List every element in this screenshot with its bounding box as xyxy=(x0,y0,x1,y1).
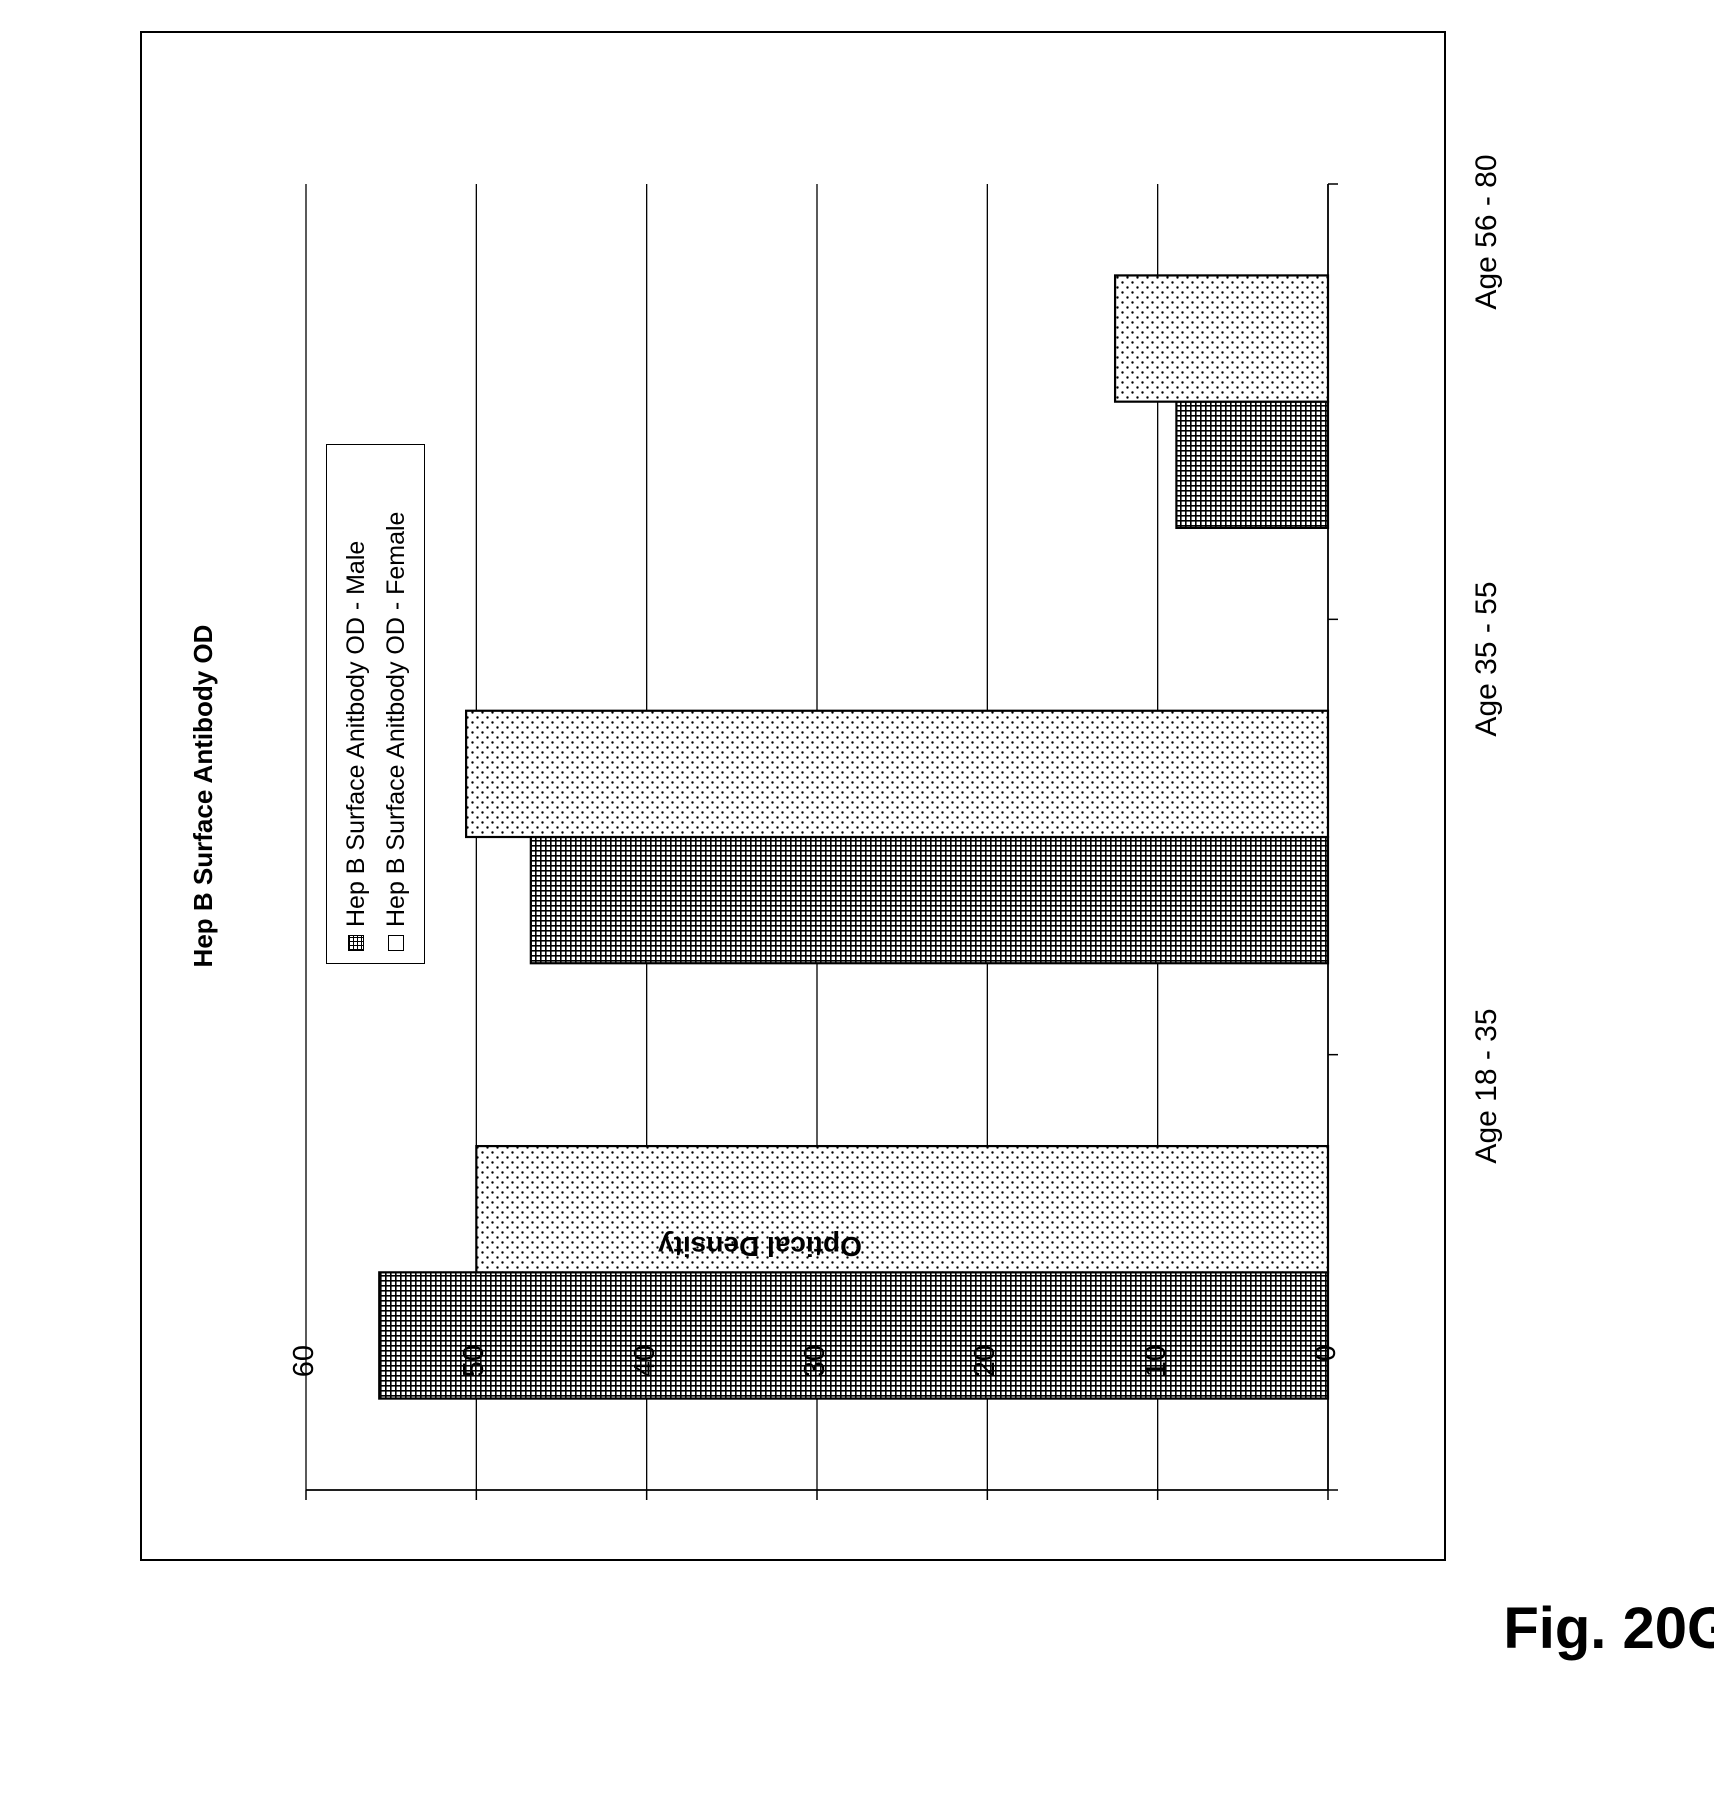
legend-label-female: Hep B Surface Anitbody OD - Female xyxy=(382,511,410,927)
x-category-label: Age 18 - 35 xyxy=(1470,1008,1503,1164)
legend: Hep B Surface Anitbody OD - Male Hep B S… xyxy=(326,444,425,964)
bar-male xyxy=(529,835,1330,965)
y-tick-label: 60 xyxy=(288,1345,320,1378)
bar-male xyxy=(1175,400,1330,530)
rotated-figure: Hep B Surface Antibody OD Hep B Surface … xyxy=(140,31,1503,1561)
y-tick-label: 40 xyxy=(629,1345,661,1378)
x-category-label: Age 35 - 55 xyxy=(1470,581,1503,737)
bar-female xyxy=(1113,274,1330,403)
legend-item-male: Hep B Surface Anitbody OD - Male xyxy=(336,457,376,951)
y-tick-label: 30 xyxy=(799,1345,831,1378)
figure-caption: Fig. 20G20 xyxy=(1503,1596,1714,1661)
legend-label-male: Hep B Surface Anitbody OD - Male xyxy=(342,540,370,927)
legend-item-female: Hep B Surface Anitbody OD - Female xyxy=(376,457,416,951)
legend-swatch-female xyxy=(388,935,404,951)
bar-female xyxy=(475,1144,1330,1274)
y-axis-label: Optical Density xyxy=(658,1231,862,1262)
bar-female xyxy=(465,709,1330,839)
y-tick-label: 10 xyxy=(1140,1345,1172,1378)
y-tick-label: 0 xyxy=(1310,1345,1342,1362)
legend-swatch-male xyxy=(348,935,364,951)
chart-title: Hep B Surface Antibody OD xyxy=(188,624,218,968)
x-category-label: Age 56 - 80 xyxy=(1470,154,1503,310)
y-tick-label: 50 xyxy=(458,1345,490,1378)
y-tick-label: 20 xyxy=(969,1345,1001,1378)
